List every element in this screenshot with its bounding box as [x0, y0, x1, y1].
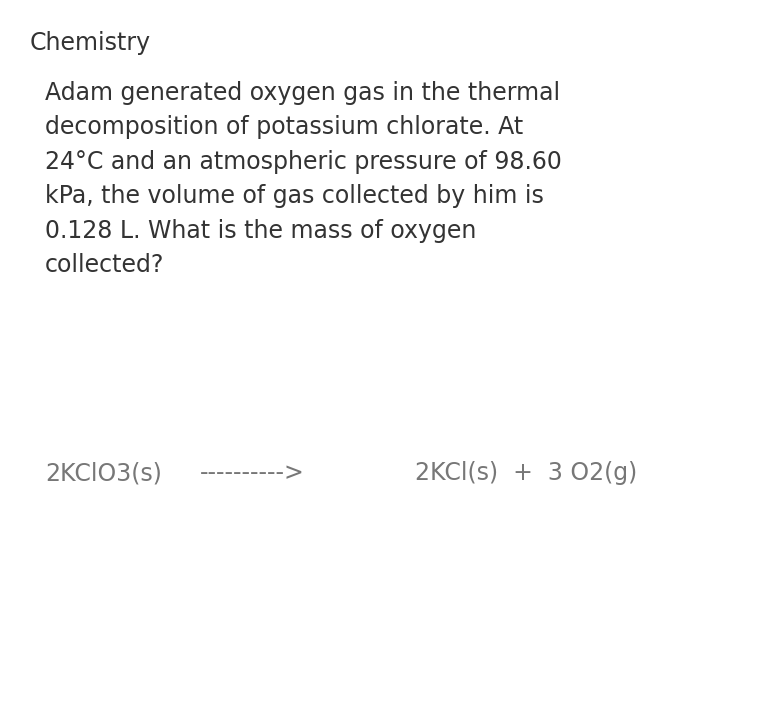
Text: Chemistry: Chemistry — [30, 31, 151, 55]
Text: Adam generated oxygen gas in the thermal
decomposition of potassium chlorate. At: Adam generated oxygen gas in the thermal… — [45, 81, 562, 277]
Text: 2KCl(s)  +  3 O2(g): 2KCl(s) + 3 O2(g) — [415, 461, 638, 485]
Text: ---------->: ----------> — [200, 461, 305, 485]
Text: 2KClO3(s): 2KClO3(s) — [45, 461, 162, 485]
